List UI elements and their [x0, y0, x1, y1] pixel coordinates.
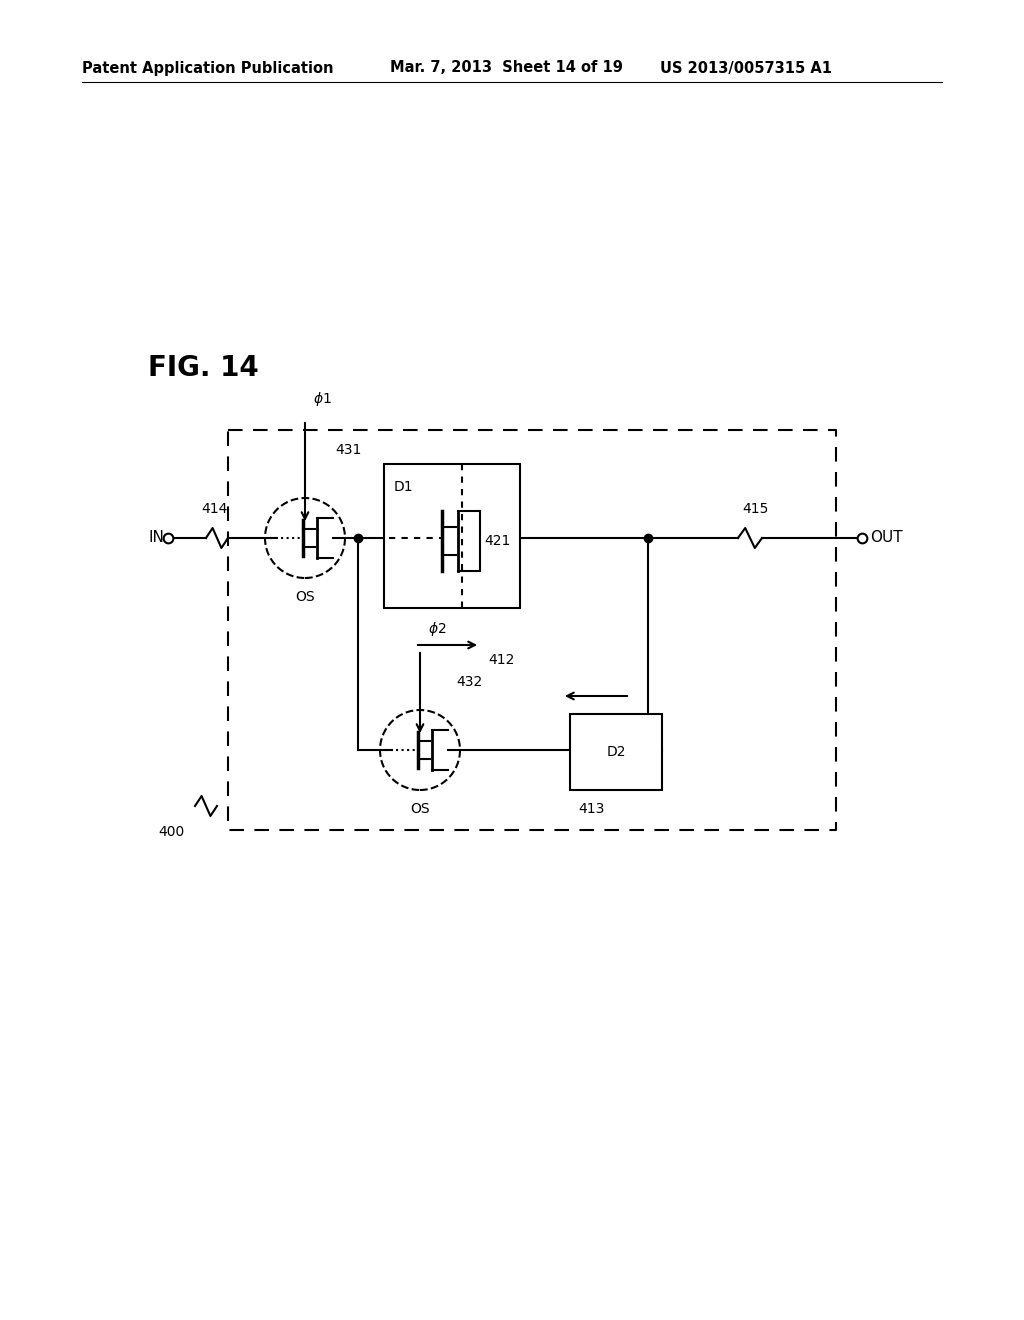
Text: 421: 421: [484, 535, 510, 548]
Bar: [384, 465, 520, 609]
Text: OS: OS: [295, 590, 314, 605]
Text: 432: 432: [456, 675, 482, 689]
Text: OS: OS: [411, 803, 430, 816]
Text: 431: 431: [335, 444, 361, 457]
Text: $\phi$2: $\phi$2: [428, 620, 446, 638]
Text: D1: D1: [394, 480, 414, 494]
Text: OUT: OUT: [870, 531, 902, 545]
Text: 400: 400: [159, 825, 185, 840]
Bar: [570, 714, 662, 789]
Text: IN: IN: [148, 531, 164, 545]
Text: 414: 414: [202, 502, 228, 516]
Text: Patent Application Publication: Patent Application Publication: [82, 61, 334, 75]
Text: 412: 412: [488, 653, 514, 667]
Text: 415: 415: [742, 502, 769, 516]
Text: 413: 413: [578, 803, 604, 816]
Text: US 2013/0057315 A1: US 2013/0057315 A1: [660, 61, 831, 75]
Text: D2: D2: [606, 744, 626, 759]
Text: FIG. 14: FIG. 14: [148, 354, 259, 381]
Text: $\phi$1: $\phi$1: [313, 389, 332, 408]
Text: Mar. 7, 2013  Sheet 14 of 19: Mar. 7, 2013 Sheet 14 of 19: [390, 61, 623, 75]
